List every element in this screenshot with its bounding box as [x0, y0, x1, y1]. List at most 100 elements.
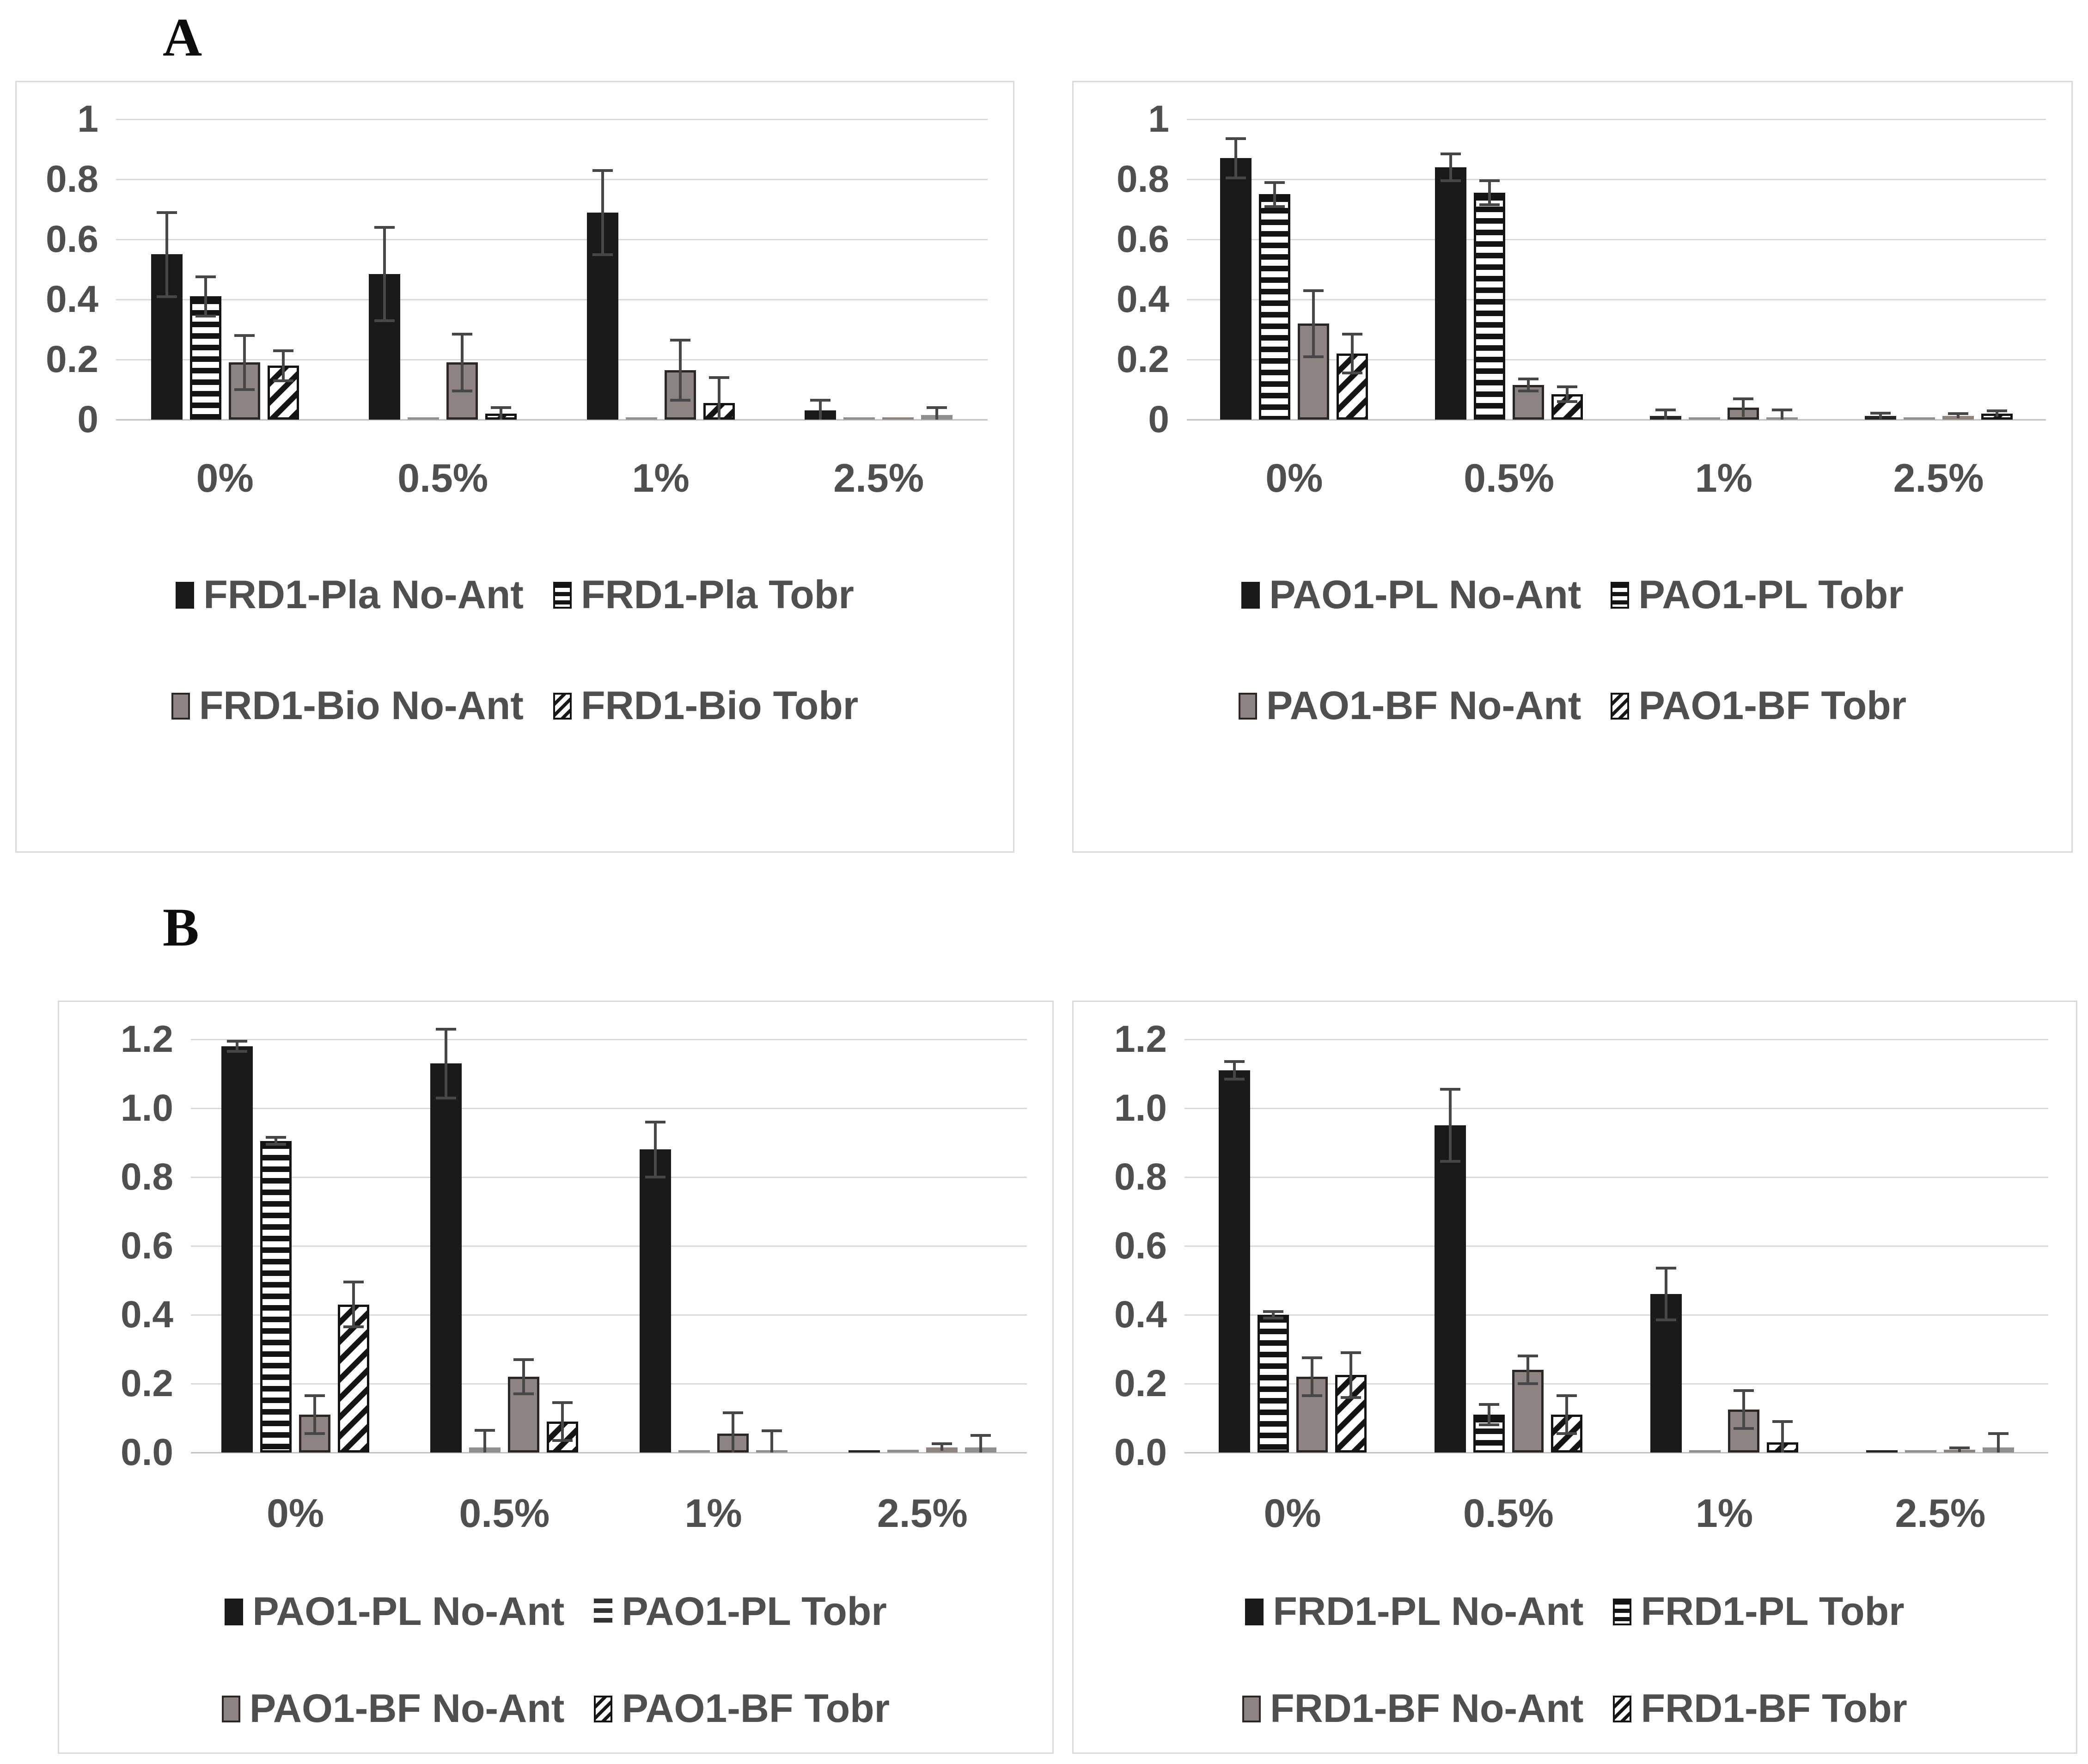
error-bar-cap — [1517, 1382, 1538, 1385]
y-tick-label: 0.8 — [121, 1156, 173, 1198]
error-bar-cap — [1440, 1160, 1460, 1163]
legend: FRD1-Bio No-Ant FRD1-Bio Tobr — [17, 683, 1013, 729]
error-bar-whisker — [1310, 1358, 1313, 1396]
legend-marker-lines-icon — [594, 1598, 613, 1625]
error-bar-cap — [1441, 152, 1461, 155]
gridline — [1184, 1245, 2048, 1247]
error-bar-cap — [1556, 1432, 1577, 1435]
error-bar-cap — [1303, 289, 1324, 292]
x-axis-line — [1184, 1452, 2048, 1453]
legend-marker-gray-icon — [1242, 1695, 1261, 1722]
legend-marker-gray-icon — [1238, 692, 1257, 720]
x-axis-line — [191, 1452, 1027, 1453]
error-bar-cap — [1340, 1396, 1361, 1399]
error-bar-whisker — [1956, 414, 1960, 419]
bar-solid — [1866, 1450, 1898, 1453]
legend-label: PAO1-BF Tobr — [622, 1686, 890, 1731]
gridline — [1184, 1039, 2048, 1040]
x-category-label: 0.5% — [1464, 456, 1555, 501]
error-bar-cap — [273, 349, 293, 352]
error-bar-cap — [1264, 205, 1285, 208]
legend-item: FRD1-Pla Tobr — [553, 572, 854, 618]
error-bar-whisker — [717, 378, 720, 420]
error-bar-whisker — [935, 408, 939, 420]
legend: FRD1-PL No-Ant FRD1-PL Tobr — [1074, 1589, 2076, 1635]
legend-marker-diag-icon — [594, 1695, 613, 1722]
bar-solid — [1435, 167, 1467, 420]
chart-panel-top-right: 1 0.8 0.6 0.4 0.2 0 0% 0.5% 1% 2.5% PAO1-PL No-Ant… — [1072, 81, 2073, 853]
legend-item: PAO1-PL No-Ant — [1241, 572, 1581, 618]
error-bar-cap — [552, 1401, 573, 1404]
gridline — [191, 1383, 1027, 1385]
legend-item: FRD1-Pla No-Ant — [176, 572, 524, 618]
error-bar-whisker — [1665, 1268, 1668, 1320]
y-tick-label: 0 — [1148, 398, 1169, 440]
legend-marker-diag-icon — [1611, 692, 1630, 720]
gridline — [1187, 299, 2046, 300]
legend-label: PAO1-PL No-Ant — [252, 1589, 565, 1634]
gridline — [1187, 119, 2046, 120]
error-bar-whisker — [483, 1430, 487, 1453]
bar-solid — [1434, 1125, 1466, 1453]
error-bar-whisker — [1351, 334, 1354, 373]
x-category-label: 0.5% — [1463, 1491, 1554, 1536]
error-bar-cap — [436, 1096, 457, 1099]
gridline — [1187, 239, 2046, 240]
error-bar-whisker — [1488, 181, 1491, 205]
y-tick-label: 0.8 — [1117, 158, 1169, 200]
y-tick-label: 0.2 — [121, 1362, 173, 1404]
error-bar-cap — [475, 1428, 495, 1432]
legend-marker-solid-icon — [1241, 581, 1260, 609]
bar-solid — [221, 1046, 253, 1453]
error-bar-cap — [592, 253, 613, 256]
gridline — [116, 299, 988, 300]
bar-solid — [1218, 1070, 1250, 1453]
error-bar-cap — [227, 1039, 248, 1043]
error-bar-whisker — [236, 1041, 239, 1052]
error-bar-cap — [1733, 397, 1753, 400]
error-bar-whisker — [1312, 290, 1315, 357]
bar-solid — [430, 1063, 462, 1453]
legend-item: PAO1-BF Tobr — [1611, 683, 1906, 729]
gridline — [116, 179, 988, 180]
error-bar-cap — [1342, 372, 1363, 375]
error-bar-whisker — [979, 1435, 982, 1453]
error-bar-whisker — [1781, 1421, 1784, 1453]
panel-a-label: A — [163, 7, 202, 67]
y-tick-label: 0.0 — [121, 1431, 173, 1473]
error-bar-whisker — [461, 334, 464, 391]
error-bar-cap — [1557, 385, 1578, 388]
legend-label: FRD1-BF No-Ant — [1270, 1686, 1584, 1731]
y-tick-label: 0.2 — [46, 338, 98, 380]
gridline — [1184, 1108, 2048, 1109]
legend-marker-gray-icon — [221, 1695, 240, 1722]
legend-marker-solid-icon — [1245, 1598, 1264, 1625]
error-bar-cap — [1478, 1423, 1499, 1427]
gridline — [191, 1314, 1027, 1316]
error-bar-cap — [1263, 1317, 1283, 1320]
error-bar-whisker — [1995, 410, 1998, 417]
legend: FRD1-BF No-Ant FRD1-BF Tobr — [1074, 1686, 2076, 1732]
legend: PAO1-PL No-Ant PAO1-PL Tobr — [59, 1589, 1052, 1635]
error-bar-cap — [810, 398, 831, 402]
error-bar-cap — [592, 169, 613, 172]
error-bar-cap — [1734, 1389, 1754, 1392]
gridline — [191, 1245, 1027, 1247]
error-bar-cap — [343, 1325, 364, 1329]
error-bar-cap — [343, 1281, 364, 1284]
error-bar-cap — [1224, 1077, 1245, 1080]
bar-hstripe — [625, 417, 657, 420]
error-bar-cap — [670, 398, 690, 402]
legend-item: FRD1-PL Tobr — [1613, 1589, 1905, 1635]
legend-item: PAO1-PL Tobr — [1611, 572, 1904, 618]
gridline — [1184, 1314, 2048, 1316]
y-tick-label: 0.6 — [121, 1225, 173, 1267]
x-category-label: 2.5% — [877, 1491, 968, 1536]
legend-label: FRD1-PL Tobr — [1641, 1589, 1905, 1634]
bar-hstripe — [1905, 1450, 1937, 1453]
error-bar-cap — [1656, 1267, 1677, 1270]
legend-item: PAO1-PL No-Ant — [225, 1589, 564, 1635]
legend-marker-hstripe-icon — [553, 581, 572, 609]
error-bar-cap — [1301, 1394, 1322, 1398]
bar-solid — [848, 1450, 880, 1453]
